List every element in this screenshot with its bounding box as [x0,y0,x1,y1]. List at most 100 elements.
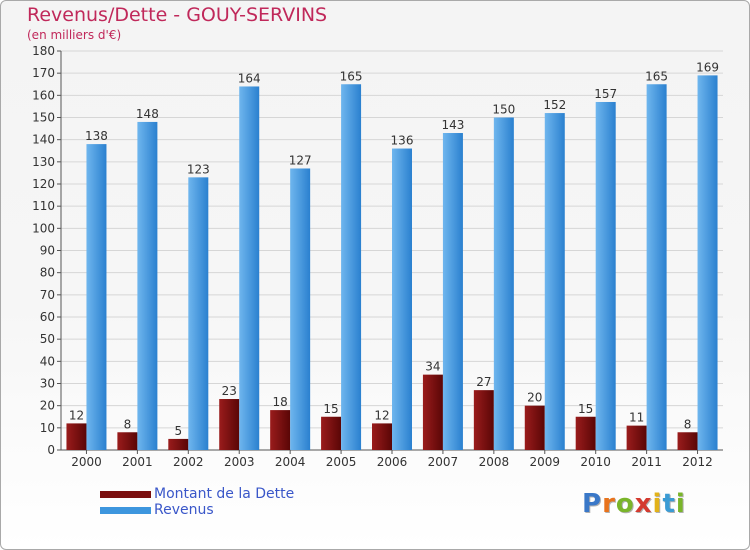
legend-swatch-dette [100,491,151,498]
data-label-dette: 15 [323,402,338,416]
data-label-revenus: 169 [696,60,719,74]
y-tick-label: 10 [40,421,55,435]
bar-revenus [188,177,209,450]
data-label-revenus: 143 [441,118,464,132]
data-label-dette: 18 [273,395,288,409]
bar-revenus [392,148,412,451]
logo-letter: P [582,489,603,519]
bar-revenus [239,86,260,450]
x-tick-label: 2009 [529,455,560,469]
x-tick-label: 2011 [631,455,662,469]
x-tick-label: 2006 [377,455,408,469]
bar-dette [422,374,443,450]
bar-revenus [341,84,362,450]
logo-letter: t [662,489,676,519]
bar-dette [66,423,87,450]
bar-dette [575,416,596,450]
x-tick-label: 2012 [682,455,713,469]
data-label-dette: 15 [578,402,593,416]
bar-revenus [595,101,616,450]
y-tick-label: 90 [40,244,55,258]
data-label-revenus: 165 [340,69,363,83]
data-label-revenus: 150 [492,103,515,117]
legend-label-dette: Montant de la Dette [154,486,295,502]
y-tick-label: 70 [40,288,55,302]
data-label-revenus: 164 [238,71,261,85]
data-label-dette: 11 [629,411,644,425]
data-label-revenus: 138 [85,129,108,143]
bar-revenus [86,144,107,450]
bar-dette [473,390,494,450]
data-label-dette: 20 [527,391,542,405]
logo-letter: i [652,489,663,519]
bar-revenus [697,75,718,450]
y-tick-label: 140 [32,133,55,147]
logo-letter: o [615,489,635,519]
y-tick-label: 180 [32,44,55,58]
x-tick-label: 2007 [428,455,459,469]
y-tick-label: 30 [40,377,55,391]
bar-revenus [290,168,311,450]
data-label-dette: 8 [684,417,692,431]
bar-dette [270,410,291,450]
data-label-dette: 8 [124,417,132,431]
data-label-revenus: 123 [187,162,210,176]
x-tick-label: 2000 [71,455,102,469]
bar-dette [168,438,189,450]
data-label-dette: 5 [174,424,182,438]
y-tick-label: 50 [40,332,55,346]
data-label-revenus: 157 [594,87,617,101]
x-tick-label: 2003 [224,455,255,469]
bar-revenus [442,133,463,450]
bar-dette [626,425,647,450]
logo-letter: r [602,489,616,519]
x-tick-label: 2001 [122,455,153,469]
bar-dette [372,423,392,450]
y-tick-label: 170 [32,66,55,80]
data-label-dette: 12 [69,408,84,422]
chart-subtitle: (en milliers d'€) [27,28,122,42]
bar-revenus [646,84,667,450]
x-tick-label: 2010 [580,455,611,469]
bar-revenus [544,113,565,451]
y-tick-label: 150 [32,111,55,125]
x-tick-label: 2002 [173,455,204,469]
y-tick-label: 120 [32,177,55,191]
logo-letter: x [634,489,653,519]
chart-title: Revenus/Dette - GOUY-SERVINS [27,4,328,26]
legend-swatch-revenus [100,507,151,514]
y-tick-label: 60 [40,310,55,324]
bar-dette [321,416,342,450]
y-tick-label: 130 [32,155,55,169]
data-label-dette: 23 [222,384,237,398]
legend-label-revenus: Revenus [154,502,214,518]
bar-dette [117,432,138,450]
data-label-revenus: 148 [136,107,159,121]
bar-dette [677,432,698,450]
data-label-revenus: 136 [391,134,414,148]
bar-dette [524,405,545,450]
data-label-revenus: 152 [543,98,566,112]
y-tick-label: 80 [40,266,55,280]
bar-revenus [137,121,158,450]
x-tick-label: 2004 [275,455,306,469]
y-tick-label: 40 [40,354,55,368]
data-label-dette: 27 [476,375,491,389]
data-label-revenus: 165 [645,69,668,83]
logo-letter: i [675,489,686,519]
x-tick-label: 2005 [326,455,357,469]
y-tick-label: 100 [32,221,55,235]
bar-dette [219,399,240,450]
bar-revenus [493,117,514,450]
y-tick-label: 160 [32,88,55,102]
y-tick-label: 110 [32,199,55,213]
y-tick-label: 20 [40,399,55,413]
proxiti-logo: Proxiti [582,489,686,519]
data-label-dette: 34 [425,360,440,374]
data-label-dette: 12 [374,408,389,422]
y-tick-label: 0 [47,443,55,457]
data-label-revenus: 127 [289,153,312,167]
x-tick-label: 2008 [479,455,510,469]
